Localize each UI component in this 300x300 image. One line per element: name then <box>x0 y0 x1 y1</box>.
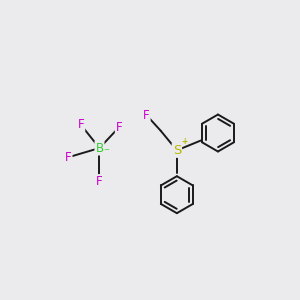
Text: F: F <box>65 151 72 164</box>
Text: F: F <box>143 109 150 122</box>
Text: +: + <box>182 137 188 146</box>
Text: B: B <box>95 142 104 154</box>
Text: F: F <box>78 118 84 131</box>
Text: F: F <box>96 175 103 188</box>
Text: −: − <box>103 147 109 153</box>
Text: S: S <box>173 144 181 157</box>
Text: F: F <box>116 121 122 134</box>
